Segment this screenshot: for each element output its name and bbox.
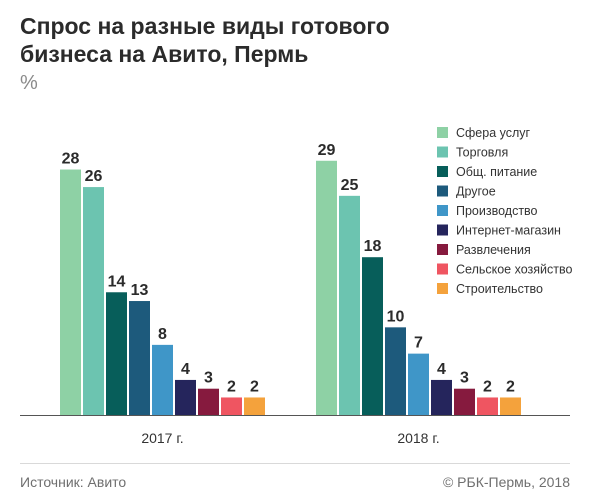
value-label-1-2: 26 (85, 168, 103, 185)
bar-1-2 (83, 187, 104, 415)
source-note: Источник: Авито (20, 474, 127, 490)
bar-1-3 (106, 292, 127, 415)
value-label-2-9: 2 (506, 378, 515, 395)
unit-label: % (20, 72, 38, 94)
bar-1-7 (198, 388, 219, 415)
bar-2-3 (362, 257, 383, 415)
copyright-note: © РБК-Пермь, 2018 (442, 474, 570, 490)
legend-swatch-2 (437, 146, 448, 158)
bar-1-6 (175, 379, 196, 415)
chart-title: Спрос на разные виды готового бизнеса на… (20, 13, 390, 67)
value-label-2-7: 3 (460, 370, 469, 387)
legend-swatch-3 (437, 166, 448, 177)
value-label-1-7: 3 (204, 370, 213, 387)
bar-2-5 (408, 353, 429, 415)
legend-label-7: Развлечения (456, 243, 531, 257)
value-label-2-4: 10 (387, 308, 405, 325)
value-label-2-3: 18 (364, 238, 382, 255)
bar-1-1 (60, 169, 81, 415)
category-label-1: 2017 г. (141, 430, 183, 446)
footer-divider (20, 463, 570, 464)
bar-1-4 (129, 301, 150, 415)
bar-1-8 (221, 397, 242, 415)
bar-2-2 (339, 195, 360, 415)
legend-label-2: Торговля (456, 146, 508, 160)
value-label-2-5: 7 (414, 335, 423, 352)
value-label-2-6: 4 (437, 361, 446, 378)
legend-swatch-4 (437, 185, 448, 197)
value-label-2-8: 2 (483, 378, 492, 395)
bar-2-8 (477, 397, 498, 415)
legend-swatch-9 (437, 283, 448, 294)
legend-label-5: Производство (456, 204, 538, 218)
legend-label-4: Другое (456, 185, 496, 199)
legend-swatch-1 (437, 127, 448, 138)
legend-label-9: Строительство (456, 282, 543, 296)
bars-layer (60, 160, 521, 415)
legend-swatch-6 (437, 224, 448, 236)
value-label-1-4: 13 (131, 282, 149, 299)
value-label-1-8: 2 (227, 378, 236, 395)
value-label-2-1: 29 (318, 142, 336, 159)
bar-1-5 (152, 344, 173, 415)
bar-1-9 (244, 397, 265, 415)
legend-swatch-5 (437, 205, 448, 216)
legend-label-1: Сфера услуг (456, 126, 531, 140)
bar-2-1 (316, 160, 337, 415)
legend-label-6: Интернет-магазин (456, 224, 561, 238)
value-label-1-6: 4 (181, 361, 190, 378)
legend-label-8: Сельское хозяйство (456, 263, 572, 277)
bar-2-7 (454, 388, 475, 415)
legend: Сфера услуг Торговля Общ. питание Другое Про… (437, 126, 572, 296)
legend-label-3: Общ. питание (456, 165, 537, 179)
value-label-1-5: 8 (158, 326, 167, 343)
bar-2-9 (500, 397, 521, 415)
category-label-2: 2018 г. (397, 430, 439, 446)
value-label-1-1: 28 (62, 151, 80, 168)
category-labels-layer: 2017 г. 2018 г. (141, 430, 439, 446)
value-label-1-9: 2 (250, 378, 259, 395)
bar-2-4 (385, 327, 406, 415)
legend-swatch-8 (437, 263, 448, 275)
bar-2-6 (431, 379, 452, 415)
legend-swatch-7 (437, 244, 448, 255)
value-label-2-2: 25 (341, 177, 359, 194)
value-label-1-3: 14 (108, 273, 126, 290)
